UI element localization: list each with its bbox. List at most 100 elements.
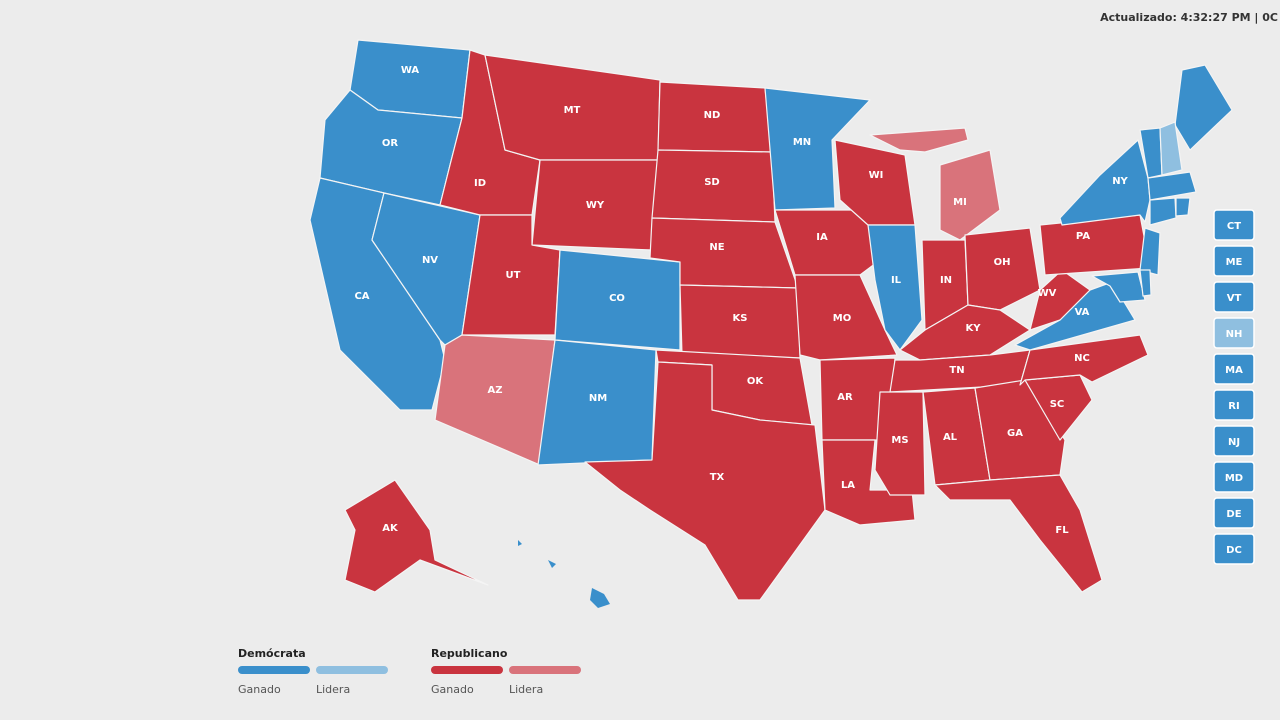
state-label: MS [891,435,908,446]
button-label: NJ [1228,437,1240,448]
state-shape [764,87,871,211]
state-label: CO [609,293,625,304]
state-label: MT [564,105,581,116]
button-label: CT [1227,221,1241,232]
state-shape [1175,197,1191,217]
state-label: OH [994,257,1011,268]
state-shape [584,361,826,601]
state-label: AR [837,392,853,403]
state-button[interactable]: VT [1213,281,1255,313]
state-shape [1139,227,1161,276]
state-label: KY [966,323,982,334]
state-button[interactable]: DC [1213,533,1255,565]
state-label: NM [589,393,607,404]
state-label: NE [709,242,724,253]
state-label: TN [949,365,964,376]
button-label: MD [1225,473,1243,484]
state-label: WY [586,200,605,211]
state-shape [1174,64,1233,151]
legend-label: Ganado [431,683,474,696]
legend-swatch [316,666,388,674]
button-label: VT [1227,293,1242,304]
state-label: KS [733,313,748,324]
state-shape [1091,271,1146,303]
legend-swatch [509,666,581,674]
state-label: WA [401,65,420,76]
state-label: SC [1050,399,1065,410]
state-button[interactable]: RI [1213,389,1255,421]
button-box [1213,497,1255,529]
state-label: ND [704,110,721,121]
state-label: NV [422,255,438,266]
button-box [1213,389,1255,421]
button-label: RI [1228,401,1239,412]
state-label: AK [382,523,399,534]
state-label: VA [1075,307,1090,318]
state-label: WI [869,170,884,181]
state-label: PA [1076,231,1090,242]
state-shape [434,334,556,466]
state-label: ID [474,178,486,189]
state-button[interactable]: MD [1213,461,1255,493]
button-box [1213,353,1255,385]
state-shape [964,227,1041,311]
state-shape [794,274,898,361]
state-button[interactable]: NJ [1213,425,1255,457]
legend-title: Republicano [431,647,508,660]
state-button[interactable]: CT [1213,209,1255,241]
state-shape [1039,214,1151,276]
state-label: SD [704,177,720,188]
state-label: OK [747,376,765,387]
button-box [1213,317,1255,349]
button-box [1213,281,1255,313]
state-label: MI [953,197,967,208]
updated-time: Actualizado: 4:32:27 PM | 0C [1100,11,1278,24]
state-shape [344,479,489,593]
state-shape [548,560,556,568]
legend-swatch [431,666,503,674]
state-button[interactable]: NH [1213,317,1255,349]
state-label: IL [891,275,902,286]
state-button[interactable]: MA [1213,353,1255,385]
state-button[interactable]: ME [1213,245,1255,277]
state-shape [590,588,610,608]
button-label: ME [1226,257,1243,268]
button-box [1213,461,1255,493]
state-shape [518,540,522,546]
button-label: DC [1226,545,1242,556]
state-label: IN [940,275,952,286]
state-label: OR [382,138,399,149]
small-state-buttons: CT ME VT NH MA RI NJ MD DE DC [1213,209,1255,565]
legend-title: Demócrata [238,647,306,660]
state-shape [554,249,681,351]
state-shape [1159,121,1183,176]
state-label: GA [1007,428,1023,439]
state-label: AZ [488,385,503,396]
button-box [1213,209,1255,241]
state-label: NC [1074,353,1090,364]
button-box [1213,245,1255,277]
legend-swatch [238,666,310,674]
state-label: LA [841,480,855,491]
state-shape [1019,334,1149,386]
button-label: MA [1225,365,1243,376]
states: WA OR CA NV ID MT WY UT CO AZ NM ND SD NE KS OK TX MN IA MO… [309,39,1233,608]
state-label: MN [793,137,811,148]
state-shape [874,391,926,496]
state-label: TX [710,472,725,483]
state-label: FL [1055,525,1069,536]
state-shape [869,127,969,153]
button-label: NH [1226,329,1243,340]
state-shape [974,379,1066,481]
state-shape [939,149,1001,241]
state-label: CA [354,291,369,302]
state-label: WV [1038,288,1057,299]
legend-label: Ganado [238,683,281,696]
legend-label: Lidera [316,683,350,696]
state-label: IA [816,232,828,243]
state-shape [1149,197,1177,226]
state-label: NY [1112,176,1128,187]
button-box [1213,425,1255,457]
button-label: DE [1226,509,1241,520]
state-button[interactable]: DE [1213,497,1255,529]
